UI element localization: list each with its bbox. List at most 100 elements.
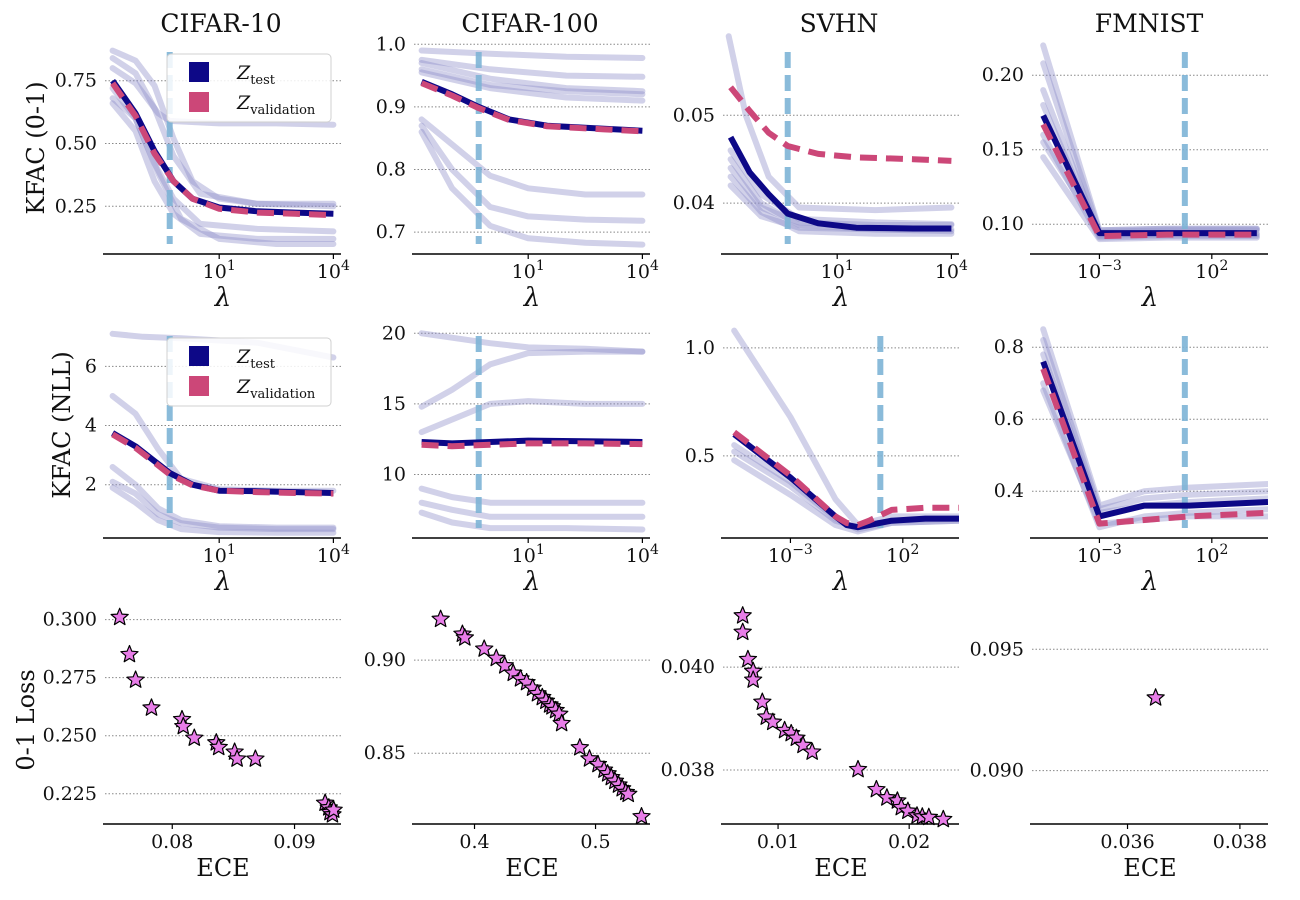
- ytick-label: 0.040: [661, 656, 715, 678]
- xtick-label: 104: [626, 542, 659, 567]
- ytick-label: 1.0: [685, 337, 715, 359]
- scatter-star: [209, 737, 228, 756]
- x-axis-label: λ: [214, 283, 231, 313]
- ytick-label: 0.8: [994, 336, 1024, 358]
- subplot-r2c0: 0.225 0.250 0.275 0.300 0.08 0.09 ECE: [43, 607, 343, 882]
- ytick-label: 0.5: [685, 445, 715, 467]
- xtick-label: 104: [626, 258, 659, 283]
- sample-line: [109, 464, 337, 531]
- scatter-star: [120, 644, 139, 663]
- z-validation-line: [1040, 367, 1268, 527]
- sample-line: [109, 100, 337, 242]
- sample-line: [418, 128, 646, 248]
- x-axis-label: λ: [214, 567, 231, 597]
- ytick-label: 0.25: [55, 195, 97, 217]
- ytick-label: 0.250: [43, 725, 97, 747]
- xtick-label: 101: [512, 542, 545, 567]
- ytick-label: 0.50: [55, 132, 97, 154]
- xtick-label: 101: [203, 258, 236, 283]
- plot-area: [418, 330, 646, 533]
- title-cifar100: CIFAR-100: [461, 9, 598, 38]
- xtick-label: 0.02: [888, 831, 930, 853]
- z-test-line: [1040, 360, 1268, 520]
- sample-line: [418, 499, 646, 520]
- sample-line: [109, 478, 337, 533]
- subplot-r2c3: 0.090 0.095 0.036 0.038 ECE: [970, 638, 1268, 882]
- scatter-star: [763, 712, 782, 731]
- x-axis-label: ECE: [814, 854, 867, 882]
- x-axis-label: λ: [832, 567, 849, 597]
- xtick-label: 0.4: [459, 831, 489, 853]
- sample-line: [109, 484, 337, 536]
- sample-line: [1040, 337, 1268, 513]
- xtick-label: 104: [935, 258, 968, 283]
- scatter-star: [475, 639, 494, 657]
- ytick-label: 0.4: [994, 480, 1024, 502]
- sample-line: [418, 348, 646, 410]
- sample-line: [418, 56, 646, 80]
- ytick-label: 0.04: [673, 192, 715, 214]
- scatter-star: [867, 779, 886, 798]
- sample-line: [418, 485, 646, 506]
- sample-line: [727, 165, 955, 228]
- ytick-label: 0.7: [376, 221, 406, 243]
- subplot-r2c2: 0.038 0.040 0.01 0.02 ECE: [661, 606, 959, 882]
- x-axis-label: λ: [1141, 283, 1158, 313]
- xtick-label: 10−3: [1077, 258, 1122, 283]
- subplot-r0c1: 0.7 0.8 0.9 1.0 101 104 λ: [376, 33, 659, 313]
- xtick-label: 101: [512, 258, 545, 283]
- xtick-label: 101: [203, 542, 236, 567]
- plot-area: [1040, 326, 1268, 531]
- ytick-label: 0.275: [43, 667, 97, 689]
- sample-line: [418, 330, 646, 355]
- z-validation-line: [732, 429, 959, 528]
- xtick-label: 0.038: [1213, 831, 1267, 853]
- ytick-label: 15: [382, 393, 406, 415]
- sample-line: [418, 398, 646, 436]
- subplot-r0c3: 0.10 0.15 0.20 10−3 102 λ: [982, 42, 1268, 313]
- xtick-label: 10−3: [1077, 542, 1122, 567]
- scatter-star: [934, 809, 953, 828]
- x-axis-label: ECE: [1123, 854, 1176, 882]
- scatter-star: [552, 713, 571, 732]
- sample-line: [727, 173, 955, 237]
- legend-test-swatch: [189, 62, 209, 82]
- x-axis-label: λ: [1141, 567, 1158, 597]
- ytick-label: 4: [85, 415, 97, 437]
- xtick-label: 0.5: [580, 831, 610, 853]
- scatter-star: [324, 800, 343, 818]
- x-axis-label: ECE: [196, 854, 249, 882]
- sample-line: [418, 60, 646, 95]
- xtick-label: 102: [886, 542, 919, 567]
- scatter-star: [744, 670, 763, 688]
- scatter-star: [142, 698, 161, 716]
- scatter-star: [550, 704, 569, 722]
- legend-validation-swatch: [189, 92, 209, 112]
- ytick-label: 0.090: [970, 760, 1024, 782]
- ylabel-01-loss: 0-1 Loss: [12, 669, 40, 770]
- scatter-star: [126, 670, 145, 688]
- z-test-line: [111, 430, 334, 496]
- title-cifar10: CIFAR-10: [160, 9, 281, 38]
- ytick-label: 0.10: [982, 213, 1024, 235]
- x-axis-label: λ: [523, 567, 540, 597]
- scatter-star: [431, 609, 450, 628]
- legend-validation-swatch: [189, 376, 209, 396]
- sample-line: [731, 327, 959, 528]
- sample-line: [109, 55, 337, 207]
- sample-line: [725, 33, 955, 214]
- xtick-label: 104: [317, 258, 350, 283]
- xtick-label: 101: [821, 258, 854, 283]
- subplot-r1c1: 10 15 20 101 104 λ: [382, 322, 659, 597]
- ytick-label: 0.6: [994, 408, 1024, 430]
- ytick-label: 0.225: [43, 783, 97, 805]
- scatter-star: [570, 738, 589, 756]
- ylabel-kfac-01: KFAC (0-1): [22, 81, 50, 214]
- scatter-star: [1146, 688, 1165, 706]
- xtick-label: 102: [1195, 258, 1228, 283]
- xtick-label: 0.01: [757, 831, 799, 853]
- ylabel-kfac-nll: KFAC (NLL): [48, 351, 76, 498]
